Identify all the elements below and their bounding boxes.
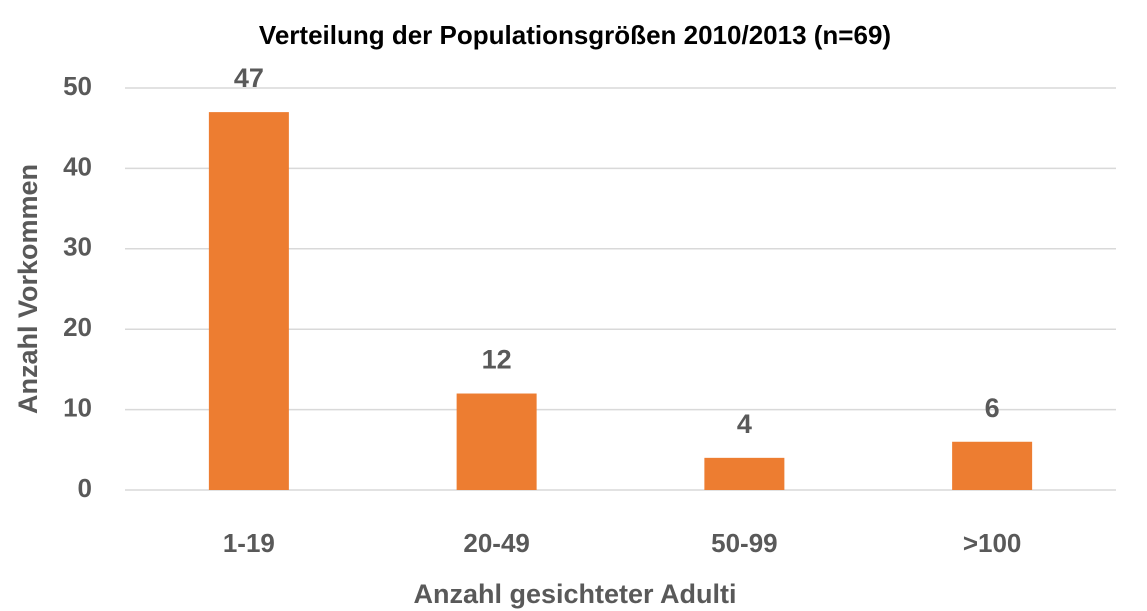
- data-label: 12: [482, 345, 512, 375]
- x-tick-label: 50-99: [711, 528, 778, 558]
- bar: [456, 393, 537, 490]
- y-tick-label: 30: [63, 232, 92, 262]
- data-label: 6: [985, 393, 1000, 423]
- x-tick-label: >100: [963, 528, 1022, 558]
- bar: [952, 441, 1033, 490]
- bar: [704, 457, 785, 490]
- data-label: 4: [737, 409, 752, 439]
- y-tick-label: 40: [63, 151, 92, 181]
- y-tick-label: 0: [78, 473, 92, 503]
- bar: [208, 112, 289, 491]
- x-tick-label: 1-19: [223, 528, 275, 558]
- y-axis-title: Anzahl Vorkommen: [13, 164, 43, 414]
- y-tick-label: 50: [63, 71, 92, 101]
- chart-title: Verteilung der Populationsgrößen 2010/20…: [259, 20, 891, 50]
- x-tick-label: 20-49: [463, 528, 530, 558]
- y-tick-label: 10: [63, 392, 92, 422]
- y-tick-label: 20: [63, 312, 92, 342]
- x-axis-title: Anzahl gesichteter Adulti: [413, 579, 736, 609]
- data-label: 47: [234, 63, 264, 93]
